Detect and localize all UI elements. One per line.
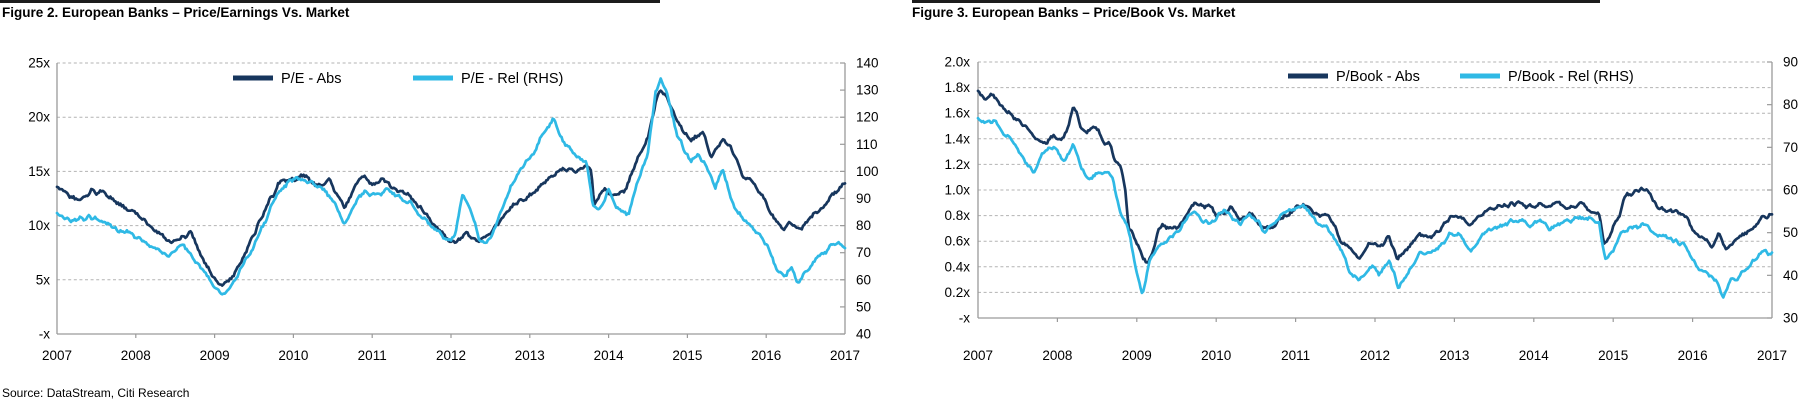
legend-label: P/E - Rel (RHS) <box>461 71 563 87</box>
left-axis-tick-label: 5x <box>36 272 51 287</box>
left-axis-tick-label: 15x <box>28 164 50 179</box>
left-axis-tick-label: -x <box>39 327 50 342</box>
left-axis-tick-label: 0.2x <box>944 285 970 300</box>
right-axis-tick-label: 80 <box>1783 97 1798 112</box>
left-axis-tick-label: 0.6x <box>944 234 970 249</box>
x-axis-tick-label: 2008 <box>121 348 151 363</box>
left-axis-tick-label: 1.2x <box>944 157 970 172</box>
left-top-rule <box>0 0 660 3</box>
x-axis-tick-label: 2016 <box>1678 348 1708 363</box>
right-axis-tick-label: 140 <box>856 56 879 71</box>
x-axis-tick-label: 2016 <box>751 348 781 363</box>
right-axis-tick-label: 80 <box>856 218 871 233</box>
right-axis-tick-label: 30 <box>1783 311 1798 326</box>
left-axis-tick-label: 0.8x <box>944 208 970 223</box>
legend-label: P/E - Abs <box>281 71 341 87</box>
x-axis-tick-label: 2017 <box>1757 348 1787 363</box>
source-note: Source: DataStream, Citi Research <box>2 386 190 400</box>
x-axis-tick-label: 2014 <box>594 348 625 363</box>
right-axis-tick-label: 120 <box>856 110 879 125</box>
right-axis-tick-label: 60 <box>856 272 871 287</box>
x-axis-tick-label: 2015 <box>672 348 702 363</box>
right-axis-tick-label: 40 <box>856 327 871 342</box>
right-axis-tick-label: 100 <box>856 164 879 179</box>
x-axis-tick-label: 2008 <box>1042 348 1072 363</box>
left-axis-tick-label: -x <box>959 311 970 326</box>
right-top-rule <box>912 0 1600 3</box>
right-axis-tick-label: 70 <box>856 245 871 260</box>
x-axis-tick-label: 2007 <box>42 348 72 363</box>
x-axis-tick-label: 2015 <box>1598 348 1628 363</box>
series-line-p-book-rel-rhs- <box>976 116 1774 299</box>
left-axis-tick-label: 0.4x <box>944 259 970 274</box>
x-axis-tick-label: 2009 <box>1122 348 1152 363</box>
x-axis-tick-label: 2010 <box>1201 348 1231 363</box>
x-axis-tick-label: 2012 <box>436 348 466 363</box>
x-axis-tick-label: 2012 <box>1360 348 1390 363</box>
x-axis-tick-label: 2017 <box>830 348 860 363</box>
legend-label: P/Book - Abs <box>1336 69 1420 85</box>
right-axis-tick-label: 40 <box>1783 268 1798 283</box>
series-line-p-e-abs <box>55 89 847 287</box>
right-axis-tick-label: 50 <box>1783 225 1798 240</box>
pe-chart-canvas: 25x 20x 15x 10x 5x -x 140 130 120 110 100 90 80 70 60 5… <box>28 56 879 364</box>
x-axis-tick-label: 2011 <box>1281 348 1310 363</box>
right-axis-tick-label: 60 <box>1783 183 1798 198</box>
left-axis-tick-label: 25x <box>28 56 50 71</box>
x-axis-tick-label: 2010 <box>278 348 308 363</box>
right-axis-tick-label: 130 <box>856 83 879 98</box>
series-line-p-e-rel-rhs- <box>55 77 847 296</box>
left-axis-tick-label: 2.0x <box>944 55 970 70</box>
right-axis-tick-label: 90 <box>1783 55 1798 70</box>
left-axis-tick-label: 1.6x <box>944 106 970 121</box>
left-axis-tick-label: 1.0x <box>944 183 970 198</box>
x-axis-tick-label: 2014 <box>1519 348 1550 363</box>
right-axis-tick-label: 50 <box>856 299 871 314</box>
x-axis-tick-label: 2013 <box>515 348 545 363</box>
x-axis-tick-label: 2013 <box>1439 348 1469 363</box>
x-axis-tick-label: 2009 <box>200 348 230 363</box>
figure-2-title: Figure 2. European Banks – Price/Earning… <box>2 5 350 20</box>
left-axis-tick-label: 10x <box>28 218 50 233</box>
x-axis-tick-label: 2007 <box>963 348 993 363</box>
series-line-p-book-abs <box>976 89 1774 264</box>
right-axis-tick-label: 70 <box>1783 140 1798 155</box>
left-axis-tick-label: 20x <box>28 110 50 125</box>
right-axis-tick-label: 110 <box>856 137 878 152</box>
pb-chart-canvas: 2.0x 1.8x 1.6x 1.4x 1.2x 1.0x 0.8x 0.6x 0.4x 0.2x… <box>944 55 1798 364</box>
left-axis-tick-label: 1.8x <box>944 80 970 95</box>
right-axis-tick-label: 90 <box>856 191 871 206</box>
left-axis-tick-label: 1.4x <box>944 131 970 146</box>
x-axis-tick-label: 2011 <box>358 348 387 363</box>
legend-label: P/Book - Rel (RHS) <box>1508 69 1634 85</box>
figure-3-title: Figure 3. European Banks – Price/Book Vs… <box>912 5 1236 20</box>
